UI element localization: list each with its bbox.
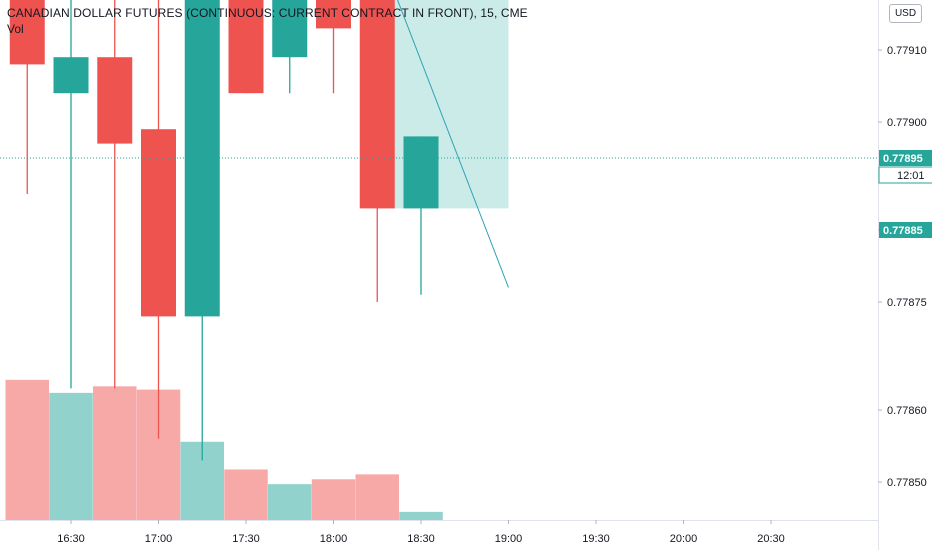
last-price-badge-bg xyxy=(879,150,932,166)
time-tick-label: 20:30 xyxy=(757,533,785,545)
volume-bar xyxy=(49,392,93,520)
candle-body xyxy=(359,0,395,209)
time-tick-label: 17:00 xyxy=(145,533,173,545)
trend-line xyxy=(397,0,509,288)
target-price-badge-text: 0.77885 xyxy=(883,225,923,237)
target-price-badge: 0.77885 xyxy=(879,222,932,238)
time-tick-label: 18:00 xyxy=(320,533,348,545)
last-price-badge: 0.77895 xyxy=(879,150,932,166)
price-tick-label: 0.77910 xyxy=(887,45,927,57)
volume-bar xyxy=(93,386,137,520)
candle-body xyxy=(53,57,89,94)
currency-badge[interactable]: USD xyxy=(889,4,922,23)
candle-body xyxy=(97,57,133,144)
time-tick-label: 19:00 xyxy=(495,533,523,545)
volume-bar xyxy=(399,511,443,520)
volume-bar xyxy=(355,474,399,520)
drawing-lines xyxy=(0,0,878,288)
countdown-bg xyxy=(878,166,932,184)
time-tick-label: 17:30 xyxy=(232,533,260,545)
time-tick-label: 20:00 xyxy=(670,533,698,545)
volume-legend: Vol xyxy=(7,22,24,36)
volume-bar xyxy=(311,479,356,520)
time-tick-label: 19:30 xyxy=(582,533,610,545)
price-tick-label: 0.77875 xyxy=(887,297,927,309)
price-tick-label: 0.77900 xyxy=(887,117,927,129)
countdown-text: 12:01 xyxy=(897,170,925,182)
time-tick-label: 18:30 xyxy=(407,533,435,545)
candle-body xyxy=(316,0,351,29)
volume-bar xyxy=(224,469,268,520)
last-price-badge-text: 0.77895 xyxy=(883,153,923,165)
candle-body xyxy=(272,0,308,58)
volume-bars xyxy=(5,379,443,520)
volume-bar xyxy=(5,379,49,520)
price-tick-label: 0.77860 xyxy=(887,405,927,417)
countdown-badge: 12:01 xyxy=(878,166,932,184)
target-price-badge-bg xyxy=(879,222,932,238)
candle-body xyxy=(228,0,264,94)
candle-body xyxy=(9,0,45,65)
time-tick-label: 16:30 xyxy=(57,533,85,545)
profit-target-zone xyxy=(377,0,509,209)
candle-body xyxy=(141,129,176,317)
candle-body xyxy=(403,136,439,209)
volume-bar xyxy=(268,484,312,520)
chart-title: CANADIAN DOLLAR FUTURES (CONTINUOUS: CUR… xyxy=(7,6,528,20)
target-zone-rect xyxy=(377,0,509,209)
price-tick-label: 0.77850 xyxy=(887,477,927,489)
candlesticks xyxy=(9,0,439,461)
